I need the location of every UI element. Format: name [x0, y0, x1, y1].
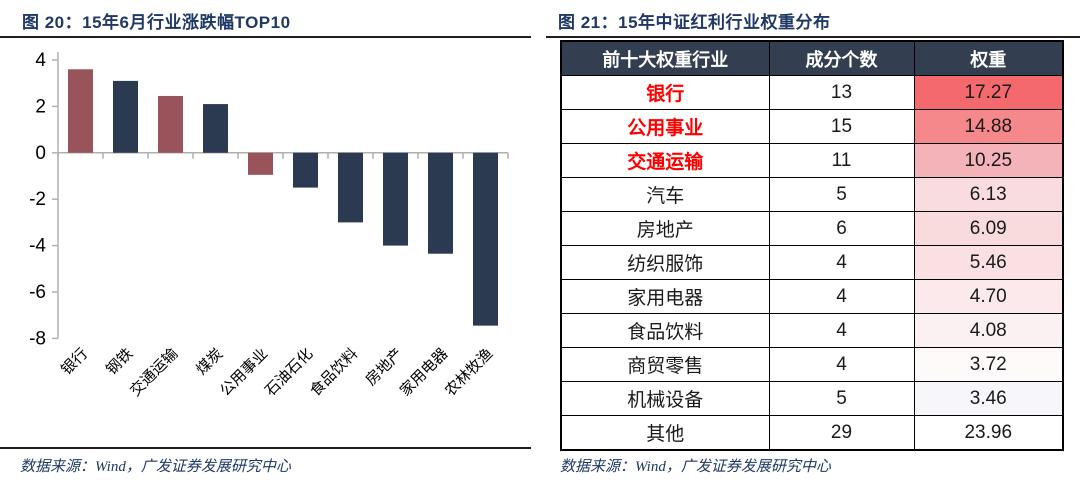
weight-cell: 3.46: [913, 381, 1064, 416]
weight-cell: 23.96: [913, 415, 1064, 451]
x-axis-label: 家用电器: [397, 345, 451, 399]
y-axis-label: 0: [35, 143, 46, 164]
constituent-count-cell: 15: [768, 109, 915, 144]
table-row: 其他 29 23.96: [560, 415, 1064, 451]
table-header-cell: 前十大权重行业: [560, 40, 770, 76]
industry-cell: 银行: [560, 75, 770, 110]
constituent-count-cell: 5: [768, 177, 915, 212]
industry-cell: 房地产: [560, 211, 770, 246]
constituent-count-cell: 4: [768, 313, 915, 348]
x-axis-label: 食品饮料: [307, 345, 361, 399]
figure-21-title: 图 21：15年中证红利行业权重分布: [558, 13, 831, 32]
x-axis-label: 钢铁: [103, 345, 136, 378]
weight-cell: 4.08: [913, 313, 1064, 348]
chart-bar-石油石化: [293, 152, 318, 188]
chart-bar-银行: [68, 69, 93, 153]
x-axis-label: 石油石化: [262, 345, 316, 399]
weight-cell: 3.72: [913, 347, 1064, 382]
table-header-cell: 权重: [913, 40, 1064, 76]
y-axis-label: -6: [29, 282, 46, 303]
industry-cell: 汽车: [560, 177, 770, 212]
industry-cell: 公用事业: [560, 109, 770, 144]
constituent-count-cell: 4: [768, 245, 915, 280]
industry-cell: 纺织服饰: [560, 245, 770, 280]
data-source-right: 数据来源：Wind，广发证券发展研究中心: [560, 459, 831, 475]
industry-cell: 其他: [560, 415, 770, 451]
x-axis-label: 农林牧渔: [442, 345, 496, 399]
figure-20-title-underline: [0, 36, 531, 38]
weight-distribution-table: 前十大权重行业 成分个数 权重 银行 13 17.27 公用事业 15 14.88 交通运输 11 1…: [560, 40, 1064, 451]
constituent-count-cell: 4: [768, 279, 915, 314]
weight-cell: 17.27: [913, 75, 1064, 110]
table-row: 交通运输 11 10.25: [560, 143, 1064, 178]
weight-cell: 5.46: [913, 245, 1064, 280]
x-axis-label: 房地产: [362, 345, 406, 389]
industry-change-chart-area: 4 2 0 -2 -4 -6 -8 银行 钢铁 交通运输 煤炭 公用事业 石油石化 食品饮料 房地产 家用电器…: [0, 40, 531, 444]
constituent-count-cell: 11: [768, 143, 915, 178]
y-axis-label: -2: [29, 189, 46, 210]
industry-cell: 机械设备: [560, 381, 770, 416]
x-axis-label: 银行: [58, 345, 91, 378]
y-axis-label: 4: [35, 50, 46, 71]
table-row: 家用电器 4 4.70: [560, 279, 1064, 314]
x-axis-label: 交通运输: [126, 345, 181, 400]
industry-cell: 食品饮料: [560, 313, 770, 348]
constituent-count-cell: 6: [768, 211, 915, 246]
weight-cell: 4.70: [913, 279, 1064, 314]
figure-20-footer-divider: [0, 447, 531, 449]
table-row: 机械设备 5 3.46: [560, 381, 1064, 416]
constituent-count-cell: 5: [768, 381, 915, 416]
weight-cell: 10.25: [913, 143, 1064, 178]
y-axis-label: 2: [35, 96, 46, 117]
constituent-count-cell: 4: [768, 347, 915, 382]
table-header-cell: 成分个数: [768, 40, 915, 76]
table-header-row: 前十大权重行业 成分个数 权重: [560, 40, 1064, 76]
figure-20-title: 图 20：15年6月行业涨跌幅TOP10: [22, 13, 291, 32]
table-row: 房地产 6 6.09: [560, 211, 1064, 246]
industry-cell: 家用电器: [560, 279, 770, 314]
chart-bar-钢铁: [113, 80, 138, 153]
constituent-count-cell: 13: [768, 75, 915, 110]
figure-21-title-underline: [546, 36, 1080, 38]
x-axis-label: 煤炭: [193, 345, 226, 378]
table-row: 汽车 5 6.13: [560, 177, 1064, 212]
weight-cell: 6.09: [913, 211, 1064, 246]
data-source-left: 数据来源：Wind，广发证券发展研究中心: [20, 459, 291, 475]
chart-bar-公用事业: [248, 152, 273, 175]
table-row: 纺织服饰 4 5.46: [560, 245, 1064, 280]
chart-bar-煤炭: [203, 104, 228, 153]
weight-cell: 14.88: [913, 109, 1064, 144]
chart-bar-房地产: [383, 152, 408, 246]
industry-cell: 交通运输: [560, 143, 770, 178]
table-row: 银行 13 17.27: [560, 75, 1064, 110]
chart-bar-食品饮料: [338, 152, 363, 223]
chart-bar-交通运输: [158, 95, 183, 153]
constituent-count-cell: 29: [768, 415, 915, 451]
table-row: 食品饮料 4 4.08: [560, 313, 1064, 348]
chart-bar-家用电器: [428, 152, 453, 254]
weight-cell: 6.13: [913, 177, 1064, 212]
x-axis-label: 公用事业: [217, 345, 271, 399]
table-row: 公用事业 15 14.88: [560, 109, 1064, 144]
industry-cell: 商贸零售: [560, 347, 770, 382]
chart-bar-农林牧渔: [473, 152, 498, 326]
table-row: 商贸零售 4 3.72: [560, 347, 1064, 382]
y-axis-label: -4: [29, 236, 46, 257]
y-axis-label: -8: [29, 328, 46, 349]
